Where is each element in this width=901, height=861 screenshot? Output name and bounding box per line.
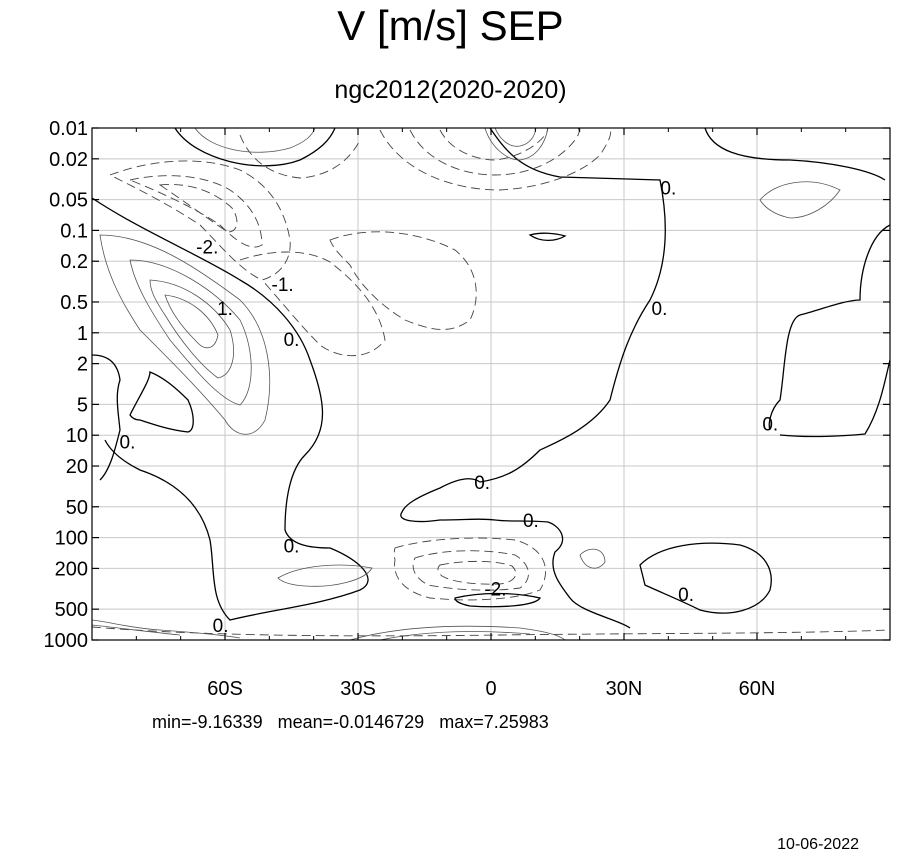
contour-positive-line xyxy=(454,592,542,608)
contour-negative-line xyxy=(379,127,612,191)
contour-label: 0. xyxy=(660,179,676,200)
contour-zero-line xyxy=(779,359,891,438)
y-tick-label: 0.02 xyxy=(49,149,88,171)
y-tick-label: 10 xyxy=(66,425,88,447)
contour-label-group: 0. -2. -1. 1. 0. 0. 0. 0. 0. 0. 0. -2. 0. 0. xyxy=(120,179,779,638)
contour-negative-line xyxy=(158,184,238,233)
contour-zero-line xyxy=(639,542,772,614)
contour-negative-line xyxy=(239,134,361,179)
contour-positive-line xyxy=(277,564,373,587)
contour-negative-line xyxy=(412,550,529,591)
contour-label: -1. xyxy=(272,275,294,296)
contour-positive-line xyxy=(494,127,537,147)
contour-zero-line xyxy=(91,354,121,481)
contour-positive-line xyxy=(174,127,336,167)
y-tick-label: 50 xyxy=(66,497,88,519)
contour-label: 0. xyxy=(523,511,539,532)
contour-label: 0. xyxy=(284,330,300,351)
contour-lines xyxy=(91,127,891,641)
contour-positive-line xyxy=(99,234,271,435)
y-tick-label: 100 xyxy=(55,528,88,550)
contour-negative-line xyxy=(108,160,291,281)
contour-label: 0. xyxy=(284,537,300,558)
contour-zero-line xyxy=(91,197,369,621)
contour-label: 0. xyxy=(678,585,694,606)
contour-zero-line xyxy=(704,127,886,181)
contour-positive-line xyxy=(579,548,606,569)
y-tick-label: 500 xyxy=(55,599,88,621)
contour-label: -2. xyxy=(484,580,506,601)
contour-positive-line xyxy=(484,127,549,161)
y-tick-label: 1000 xyxy=(44,630,89,652)
grid xyxy=(92,127,890,641)
axis-ticks: 0.01 0.02 0.05 0.1 0.2 0.5 1 2 5 10 20 50 100 200 500 1… xyxy=(44,118,890,700)
contour-negative-line xyxy=(409,127,580,176)
contour-label: 0. xyxy=(120,432,136,453)
stats-readout: min=-9.16339 mean=-0.0146729 max=7.25983 xyxy=(152,712,549,732)
y-tick-label: 1 xyxy=(77,323,88,345)
y-tick-label: 0.01 xyxy=(49,118,88,140)
contour-label: 0. xyxy=(213,616,229,637)
contour-negative-line xyxy=(91,626,891,637)
contour-zero-line xyxy=(528,232,567,242)
y-tick-label: 0.05 xyxy=(49,190,88,212)
x-tick-label: 30N xyxy=(606,678,643,700)
contour-zero-line xyxy=(768,224,891,431)
contour-positive-line xyxy=(194,127,316,153)
contour-label: 0. xyxy=(652,299,668,320)
y-tick-label: 5 xyxy=(77,394,88,416)
contour-negative-line xyxy=(128,175,263,248)
contour-negative-line xyxy=(437,560,517,585)
date-stamp: 10-06-2022 xyxy=(777,836,859,853)
contour-surface-line xyxy=(91,619,241,639)
contour-label: 0. xyxy=(474,473,490,494)
contour-label: -2. xyxy=(196,237,218,258)
y-tick-label: 20 xyxy=(66,456,88,478)
contour-label: 1. xyxy=(217,299,233,320)
y-tick-label: 2 xyxy=(77,354,88,376)
x-tick-label: 60S xyxy=(207,678,243,700)
contour-negative-line xyxy=(393,537,546,601)
chart-title: V [m/s] SEP xyxy=(337,2,564,49)
contour-negative-line xyxy=(329,231,477,330)
y-tick-label: 0.5 xyxy=(60,292,88,314)
contour-positive-line xyxy=(164,294,219,349)
x-tick-label: 60N xyxy=(739,678,776,700)
contour-label: 0. xyxy=(762,414,778,435)
contour-positive-line xyxy=(149,279,234,379)
y-tick-label: 0.2 xyxy=(60,251,88,273)
contour-surface-line xyxy=(379,631,531,641)
contour-zero-line xyxy=(547,521,631,629)
contour-surface-line xyxy=(349,625,566,641)
y-tick-label: 200 xyxy=(55,558,88,580)
chart-subtitle: ngc2012(2020-2020) xyxy=(334,76,567,104)
contour-positive-line xyxy=(129,259,252,406)
contour-positive-line xyxy=(759,181,841,219)
contour-negative-line xyxy=(239,251,386,357)
x-tick-label: 0 xyxy=(485,678,496,700)
contour-zero-line xyxy=(129,371,194,433)
y-tick-label: 0.1 xyxy=(60,220,88,242)
contour-zero-line xyxy=(400,127,666,523)
x-tick-label: 30S xyxy=(340,678,376,700)
contour-surface-line xyxy=(91,624,181,636)
